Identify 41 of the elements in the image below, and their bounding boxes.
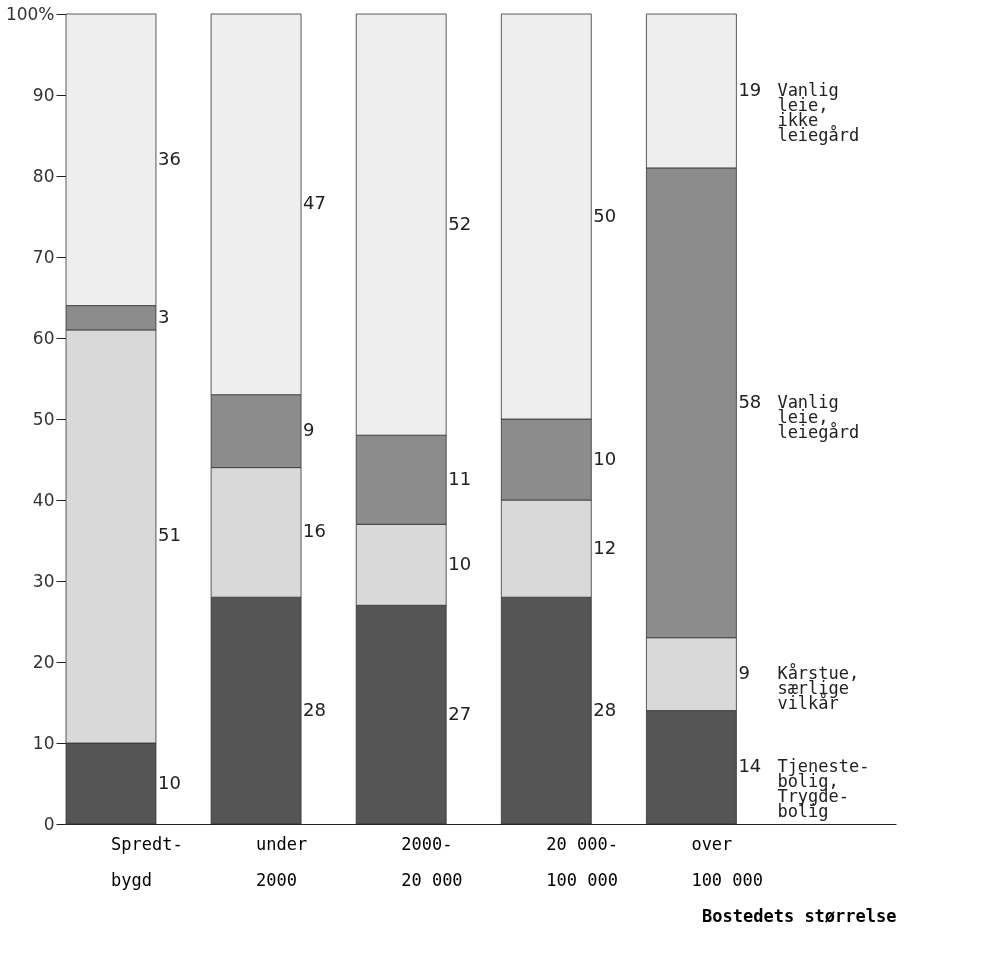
text: Tjeneste- bolig, Trygde- bolig [777, 756, 870, 822]
data-label: 58 [738, 390, 762, 412]
data-label: 52 [448, 212, 472, 234]
y-tick-label: 40 [32, 489, 55, 510]
text: Vanlig leie, leiegård [777, 391, 860, 442]
data-label: 11 [448, 467, 472, 489]
y-tick-label: 30 [32, 570, 55, 591]
x-axis-title: Bostedets størrelse [702, 905, 897, 926]
data-label: 19 [738, 78, 762, 100]
y-tick-label: 10 [32, 732, 55, 753]
data-label: 28 [593, 698, 617, 720]
text: Kårstue, særlige vilkår [777, 663, 860, 714]
y-tick-label: 70 [32, 246, 55, 267]
y-tick-label: 20 [32, 651, 55, 672]
x-tick-label: 2000- 20 000 [401, 833, 463, 890]
y-tick-label: 80 [32, 165, 55, 186]
x-tick-label: 20 000- 100 000 [546, 833, 618, 890]
data-label: 12 [593, 536, 617, 558]
x-tick-label: under 2000 [256, 833, 308, 890]
y-tick-label: 100% [5, 3, 55, 24]
x-tick-label: over 100 000 [691, 833, 764, 890]
data-label: 36 [157, 147, 181, 169]
data-label: 14 [738, 755, 762, 777]
x-tick-label: Spredt- bygd [110, 833, 183, 890]
data-label: 51 [157, 524, 181, 546]
y-tick-label: 0 [43, 813, 55, 834]
y-tick-label: 50 [32, 408, 55, 429]
data-label: 47 [303, 192, 326, 214]
data-label: 10 [157, 771, 181, 793]
data-label: 16 [303, 520, 326, 542]
data-label: 10 [448, 552, 472, 574]
data-label: 28 [303, 698, 326, 720]
data-label: 27 [448, 702, 472, 724]
data-label: 50 [593, 204, 617, 226]
data-label: 10 [593, 447, 617, 469]
text: Vanlig leie, ikke leiegård [777, 79, 860, 145]
data-label: 3 [157, 305, 170, 327]
data-label: 9 [738, 662, 750, 684]
y-tick-label: 90 [32, 84, 55, 105]
y-tick-label: 60 [32, 327, 55, 348]
data-label: 9 [303, 419, 315, 441]
